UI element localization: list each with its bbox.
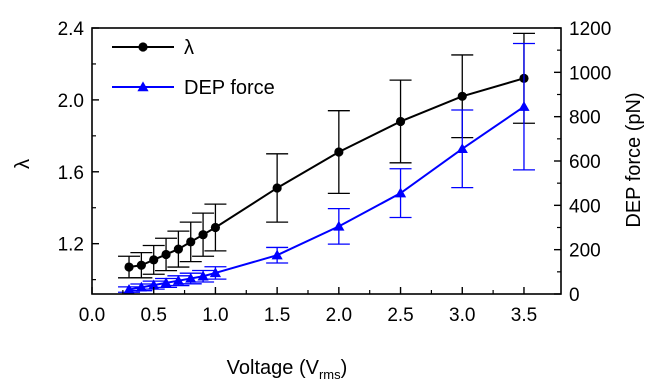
data-point — [161, 249, 171, 260]
y-tick-label: 1.6 — [58, 163, 84, 184]
y2-tick-label: 800 — [569, 108, 601, 129]
data-point — [210, 222, 221, 233]
y-tick-label: 1.2 — [58, 235, 84, 256]
x-tick-label: 1.5 — [264, 305, 290, 326]
data-point — [197, 270, 209, 281]
data-point — [272, 183, 282, 193]
x-axis: 0.0 0.5 1.0 1.5 2.0 2.5 3.0 3.5 — [79, 287, 537, 326]
x-axis-title: Voltage (Vrms) — [227, 357, 348, 382]
series-0 — [118, 32, 535, 279]
y2-tick-label: 1000 — [569, 63, 611, 84]
x-tick-label: 0.5 — [140, 305, 166, 326]
series-1 — [118, 42, 535, 294]
y2-tick-label: 0 — [569, 285, 580, 306]
data-point — [123, 283, 135, 294]
x-tick-label: 2.0 — [326, 305, 352, 326]
y-axis-right: 0 200 400 600 800 1000 1200 — [554, 19, 611, 306]
legend: λ DEP force — [112, 37, 275, 99]
y-axis-left: 1.2 1.6 2.0 2.4 — [58, 19, 99, 281]
data-point — [209, 267, 222, 278]
y-tick-label: 2.0 — [58, 91, 84, 112]
y2-tick-label: 600 — [569, 152, 601, 173]
legend-marker — [137, 81, 149, 92]
data-point — [148, 279, 160, 290]
x-tick-label: 2.5 — [387, 305, 413, 326]
x-tick-label: 3.5 — [511, 305, 537, 326]
x-tick-label: 0.0 — [79, 305, 105, 326]
plot-content — [118, 32, 535, 294]
data-point — [518, 101, 530, 111]
data-point — [456, 143, 468, 154]
data-point — [395, 116, 406, 127]
y-tick-label: 2.4 — [58, 19, 85, 40]
legend-label: λ — [184, 37, 194, 59]
data-point — [124, 262, 134, 272]
data-point — [160, 277, 172, 288]
data-point — [136, 260, 146, 270]
data-point — [271, 249, 283, 260]
data-point — [394, 187, 407, 198]
legend-marker — [138, 42, 148, 52]
y-axis-right-title: DEP force (pN) — [623, 92, 645, 227]
data-point — [149, 255, 159, 265]
x-tick-label: 3.0 — [449, 305, 475, 326]
y2-tick-label: 200 — [569, 241, 601, 262]
x-tick-label: 1.0 — [202, 305, 228, 326]
data-point — [198, 230, 208, 240]
legend-label: DEP force — [184, 77, 275, 99]
data-point — [186, 237, 196, 247]
y-axis-left-title: λ — [12, 159, 34, 169]
data-point — [457, 91, 467, 101]
y2-tick-label: 400 — [569, 196, 601, 217]
y2-tick-label: 1200 — [569, 19, 611, 40]
data-point — [334, 147, 344, 157]
data-point — [135, 281, 147, 292]
data-point — [173, 244, 183, 254]
data-point — [172, 275, 184, 285]
x-axis-title-subscript: rms — [319, 367, 341, 382]
data-point — [333, 220, 345, 231]
data-point — [185, 272, 197, 283]
